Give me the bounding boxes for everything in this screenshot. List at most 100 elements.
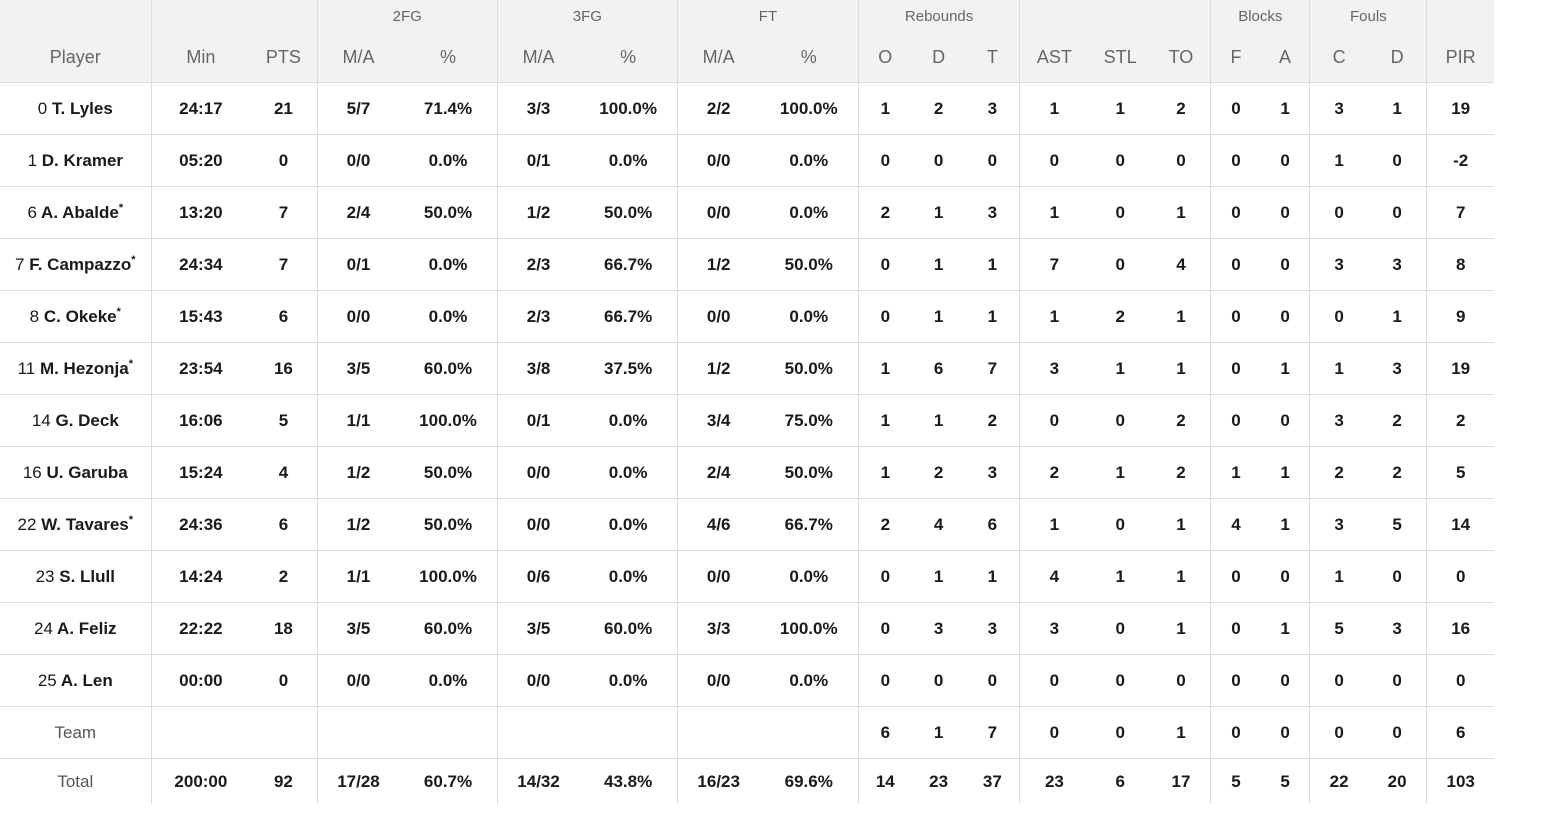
cell-foul-d: 1 — [1367, 290, 1427, 343]
cell-pts — [250, 706, 318, 759]
cell-foul-d: 0 — [1367, 134, 1427, 187]
cell-foul-c: 3 — [1309, 82, 1368, 135]
table-row[interactable]: 23 S. Llull 14:24 2 1/1 100.0% 0/6 0.0% 0/0 0.0%… — [0, 550, 1494, 603]
cell-reb-o: 0 — [858, 238, 912, 291]
cell-reb-o: 1 — [858, 82, 912, 135]
table-row[interactable]: 22 W. Tavares* 24:36 6 1/2 50.0% 0/0 0.0% 4/6 66… — [0, 498, 1494, 551]
cell-blk-f: 5 — [1210, 758, 1261, 804]
cell-3fg-pct: 0.0% — [579, 446, 678, 499]
col-3fg-ma[interactable]: M/A — [496, 32, 580, 83]
cell-foul-c: 1 — [1309, 550, 1368, 603]
cell-to: 0 — [1151, 654, 1211, 707]
player-cell[interactable]: 8 C. Okeke* — [0, 290, 152, 343]
cell-foul-c: 3 — [1309, 394, 1368, 447]
cell-foul-c: 1 — [1309, 342, 1368, 395]
table-row[interactable]: 0 T. Lyles 24:17 21 5/7 71.4% 3/3 100.0% 2/2 100… — [0, 82, 1494, 135]
cell-3fg-ma: 3/5 — [496, 602, 580, 655]
col-reb-d[interactable]: D — [911, 32, 966, 83]
cell-2fg-ma: 1/2 — [316, 498, 400, 551]
col-3fg-pct[interactable]: % — [579, 32, 678, 83]
player-name[interactable]: M. Hezonja — [39, 358, 129, 378]
player-number: 25 — [37, 670, 57, 690]
player-name[interactable]: S. Llull — [59, 566, 115, 586]
player-cell[interactable]: 23 S. Llull — [0, 550, 152, 603]
cell-pts: 6 — [250, 290, 318, 343]
team-label: Team — [0, 706, 152, 759]
col-ft-pct[interactable]: % — [759, 32, 859, 83]
col-foul-c[interactable]: C — [1309, 32, 1368, 83]
player-cell[interactable]: 14 G. Deck — [0, 394, 152, 447]
cell-foul-c: 0 — [1309, 186, 1368, 239]
cell-3fg-pct: 0.0% — [579, 498, 678, 551]
cell-ft-pct: 75.0% — [759, 394, 859, 447]
table-row[interactable]: 8 C. Okeke* 15:43 6 0/0 0.0% 2/3 66.7% 0/0 0.0% 0… — [0, 290, 1494, 343]
col-2fg-pct[interactable]: % — [399, 32, 498, 83]
cell-reb-d: 1 — [911, 238, 966, 291]
table-row[interactable]: 14 G. Deck 16:06 5 1/1 100.0% 0/1 0.0% 3/4 75.0%… — [0, 394, 1494, 447]
table-row[interactable]: 1 D. Kramer 05:20 0 0/0 0.0% 0/1 0.0% 0/0 0.0% 0 0… — [0, 134, 1494, 187]
col-pir[interactable]: PIR — [1426, 32, 1494, 83]
cell-foul-c: 5 — [1309, 602, 1368, 655]
player-cell[interactable]: 1 D. Kramer — [0, 134, 152, 187]
col-ft-ma[interactable]: M/A — [676, 32, 760, 83]
cell-to: 1 — [1151, 186, 1211, 239]
player-cell[interactable]: 22 W. Tavares* — [0, 498, 152, 551]
player-name[interactable]: W. Tavares — [41, 514, 129, 534]
col-to[interactable]: TO — [1151, 32, 1211, 83]
cell-pts: 2 — [250, 550, 318, 603]
cell-3fg-pct: 0.0% — [579, 134, 678, 187]
cell-3fg-pct: 60.0% — [579, 602, 678, 655]
player-cell[interactable]: 11 M. Hezonja* — [0, 342, 152, 395]
col-reb-o[interactable]: O — [858, 32, 912, 83]
col-stl[interactable]: STL — [1088, 32, 1152, 83]
player-cell[interactable]: 16 U. Garuba — [0, 446, 152, 499]
group-empty-min-pts — [150, 0, 318, 32]
cell-ft-pct: 69.6% — [784, 771, 833, 791]
player-name[interactable]: C. Okeke — [43, 306, 117, 326]
player-name[interactable]: U. Garuba — [46, 462, 128, 482]
cell-stl: 2 — [1088, 290, 1152, 343]
player-name[interactable]: A. Len — [60, 670, 113, 690]
col-pts[interactable]: PTS — [250, 32, 318, 83]
cell-reb-d: 3 — [911, 602, 966, 655]
cell-pts: 4 — [250, 446, 318, 499]
table-row[interactable]: 7 F. Campazzo* 24:34 7 0/1 0.0% 2/3 66.7% 1/2 50… — [0, 238, 1494, 291]
player-cell[interactable]: 6 A. Abalde* — [0, 186, 152, 239]
cell-reb-t: 3 — [965, 186, 1020, 239]
player-name[interactable]: F. Campazzo — [29, 254, 132, 274]
player-name[interactable]: G. Deck — [55, 410, 119, 430]
player-cell[interactable]: 25 A. Len — [0, 654, 152, 707]
col-player[interactable]: Player — [0, 32, 152, 83]
table-row[interactable]: 6 A. Abalde* 13:20 7 2/4 50.0% 1/2 50.0% 0/0 0.0… — [0, 186, 1494, 239]
col-2fg-ma[interactable]: M/A — [316, 32, 400, 83]
col-ast[interactable]: AST — [1019, 32, 1089, 83]
player-number: 23 — [35, 566, 55, 586]
player-cell[interactable]: 0 T. Lyles — [0, 82, 152, 135]
table-row[interactable]: 11 M. Hezonja* 23:54 16 3/5 60.0% 3/8 37.5% 1/2… — [0, 342, 1494, 395]
table-row[interactable]: 25 A. Len 00:00 0 0/0 0.0% 0/0 0.0% 0/0 0.0% 0 0 0 0… — [0, 654, 1494, 707]
cell-foul-c: 0 — [1309, 290, 1368, 343]
table-row[interactable]: 16 U. Garuba 15:24 4 1/2 50.0% 0/0 0.0% 2/4 50.0… — [0, 446, 1494, 499]
player-cell[interactable]: 24 A. Feliz — [0, 602, 152, 655]
col-foul-d[interactable]: D — [1367, 32, 1427, 83]
cell-2fg-pct: 100.0% — [399, 550, 498, 603]
cell-blk-a: 0 — [1260, 550, 1310, 603]
cell-3fg-pct: 0.0% — [579, 394, 678, 447]
player-number: 6 — [27, 202, 37, 222]
cell-reb-t: 1 — [965, 290, 1020, 343]
cell-reb-d: 4 — [911, 498, 966, 551]
group-empty-ast-stl-to — [1019, 0, 1211, 32]
player-name[interactable]: D. Kramer — [41, 150, 124, 170]
player-name[interactable]: A. Feliz — [57, 618, 117, 638]
cell-reb-o: 2 — [858, 498, 912, 551]
cell-ast: 3 — [1019, 342, 1089, 395]
player-cell[interactable]: 7 F. Campazzo* — [0, 238, 152, 291]
col-reb-t[interactable]: T — [965, 32, 1020, 83]
col-blk-a[interactable]: A — [1260, 32, 1310, 83]
player-name[interactable]: A. Abalde — [41, 202, 119, 222]
col-min[interactable]: Min — [150, 32, 251, 83]
cell-min: 23:54 — [150, 342, 251, 395]
col-blk-f[interactable]: F — [1210, 32, 1261, 83]
player-name[interactable]: T. Lyles — [52, 98, 113, 118]
table-row[interactable]: 24 A. Feliz 22:22 18 3/5 60.0% 3/5 60.0% 3/3 100… — [0, 602, 1494, 655]
